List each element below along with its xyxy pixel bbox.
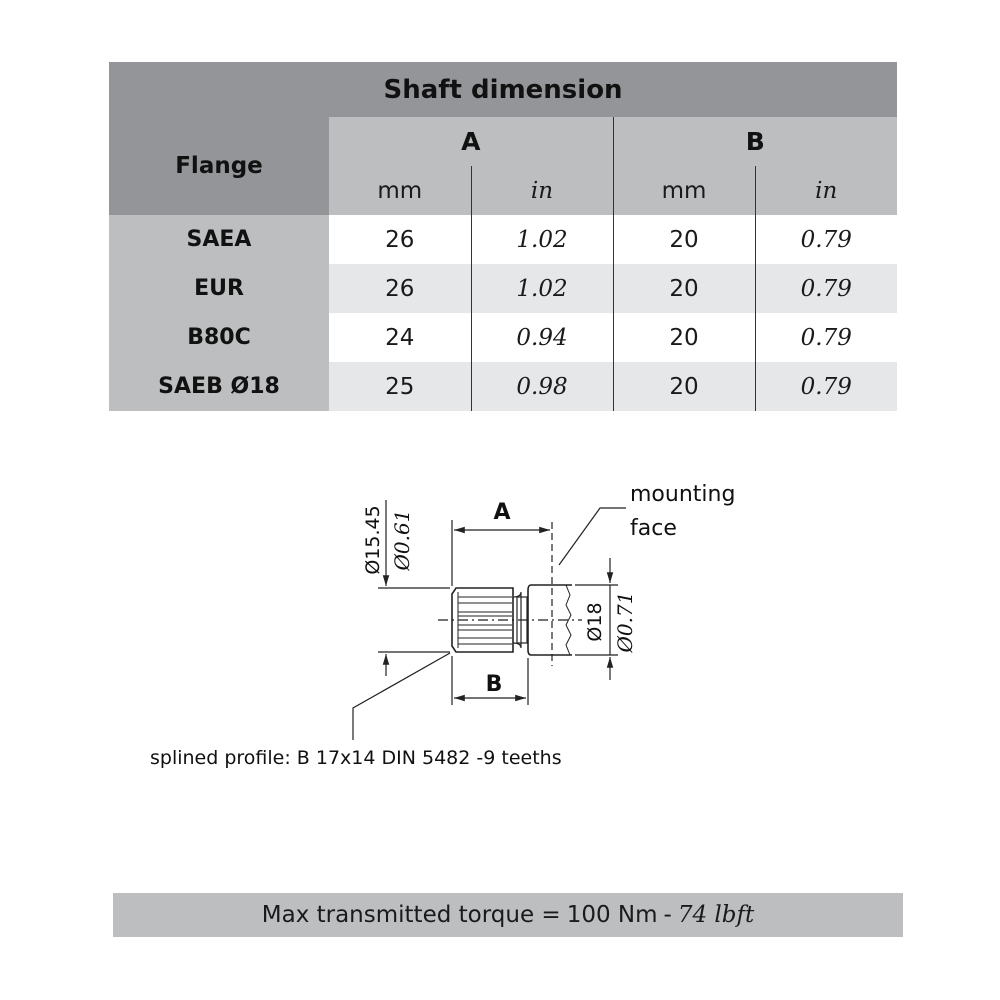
b-in-cell: 0.79	[754, 313, 898, 362]
a-mm-cell: 26	[385, 226, 415, 253]
flange-header: Flange	[109, 117, 329, 215]
b-mm-cell: 20	[612, 264, 755, 313]
torque-separator: -	[663, 902, 672, 928]
unit-header: mm	[612, 166, 755, 215]
a-in-cell: 1.02	[470, 215, 613, 264]
flange-cell: EUR	[109, 264, 329, 313]
spline-diameter-mm: Ø15.45	[362, 505, 384, 574]
b-mm-cell: 20	[612, 362, 755, 411]
table-row: EUR 26 1.02 20 0.79	[109, 264, 898, 313]
group-b-header: B	[612, 117, 898, 166]
torque-imperial: 74 lbft	[677, 902, 755, 928]
table-row: SAEB Ø18 25 0.98 20 0.79	[109, 362, 898, 411]
label-b: B	[486, 672, 503, 697]
mounting-face-label: mounting	[630, 482, 735, 507]
table-title: Shaft dimension	[109, 62, 898, 117]
a-mm-cell: 26	[329, 264, 471, 313]
flange-cell: SAEB Ø18	[109, 362, 329, 411]
shaft-body	[527, 584, 572, 656]
b-mm-cell: 20	[612, 215, 755, 264]
shaft-diameter-in: Ø0.71	[613, 592, 637, 654]
flange-cell: SAEA	[109, 215, 329, 264]
spline-leader	[352, 652, 451, 740]
flange-cell: B80C	[109, 313, 329, 362]
torque-label: Max transmitted torque =	[261, 902, 561, 928]
a-in-cell: 0.94	[470, 313, 613, 362]
b-in-cell: 0.79	[754, 362, 898, 411]
mounting-face-label: face	[630, 516, 677, 541]
table-row: SAEA 26 1.02 20 0.79	[109, 215, 898, 264]
group-a-header: A	[329, 117, 613, 166]
b-in-cell: 0.79	[754, 215, 898, 264]
unit-header: in	[470, 166, 613, 215]
spline-diameter-in: Ø0.61	[390, 510, 414, 572]
shaft-dimension-table: Shaft dimension Flange A B mm in mm in S…	[109, 62, 898, 411]
shaft-diameter-mm: Ø18	[584, 602, 606, 641]
a-in-cell: 1.02	[470, 264, 613, 313]
a-mm-cell: 24	[385, 324, 415, 351]
b-mm-cell: 20	[612, 313, 755, 362]
b-in-cell: 0.79	[754, 264, 898, 313]
table-row: B80C 24 0.94 20 0.79	[109, 313, 898, 362]
a-mm-cell: 25	[329, 362, 471, 411]
a-in-cell: 0.98	[470, 362, 613, 411]
spline-body	[451, 587, 514, 653]
spline-note: splined profile: B 17x14 DIN 5482 -9 tee…	[150, 747, 562, 769]
label-a: A	[493, 500, 510, 525]
unit-header: in	[754, 166, 898, 215]
torque-metric: 100 Nm	[566, 902, 658, 928]
torque-footer: Max transmitted torque = 100 Nm - 74 lbf…	[113, 893, 903, 937]
mounting-face-leader	[558, 507, 626, 566]
unit-header: mm	[329, 166, 471, 215]
